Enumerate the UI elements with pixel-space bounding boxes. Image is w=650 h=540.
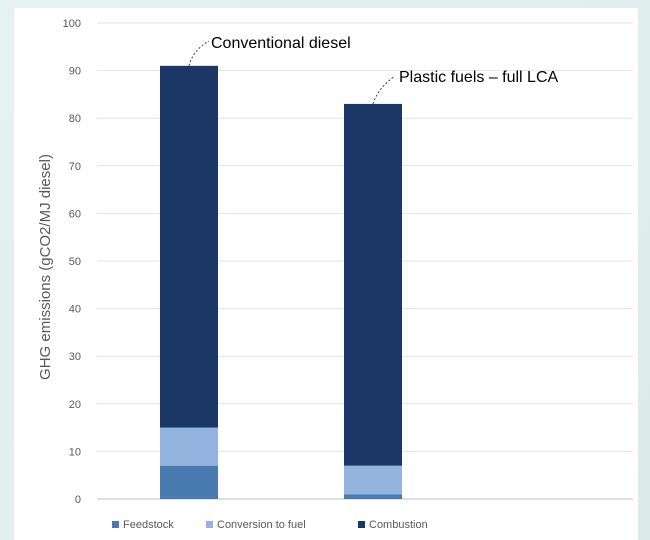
y-tick-label: 50 bbox=[69, 256, 81, 268]
legend-swatch bbox=[112, 521, 119, 528]
y-axis-ticks: 0 10 20 30 40 50 60 70 80 90 100 bbox=[63, 18, 81, 506]
annotations: Conventional diesel Plastic fuels – full … bbox=[188, 35, 559, 105]
bar-segment-conversion-to-fuel bbox=[160, 427, 218, 466]
y-tick-label: 80 bbox=[69, 113, 81, 125]
annotation-label: Conventional diesel bbox=[211, 35, 351, 52]
y-tick-label: 90 bbox=[69, 66, 81, 78]
y-tick-label: 40 bbox=[69, 304, 81, 316]
bar-segment-feedstock bbox=[160, 465, 218, 499]
bar-segment-conversion-to-fuel bbox=[344, 465, 402, 495]
y-tick-label: 100 bbox=[63, 18, 81, 30]
y-tick-label: 60 bbox=[69, 208, 81, 220]
y-tick-label: 0 bbox=[75, 494, 81, 506]
bar-segment-combustion bbox=[160, 65, 218, 428]
legend-entry: Feedstock bbox=[123, 519, 174, 531]
bar-segment-feedstock bbox=[344, 494, 402, 499]
annotation-leader-line bbox=[372, 75, 396, 105]
annotation-label: Plastic fuels – full LCA bbox=[399, 69, 559, 86]
annotation-leader-line bbox=[188, 40, 210, 66]
y-tick-label: 20 bbox=[69, 399, 81, 411]
legend-swatch bbox=[358, 521, 365, 528]
legend-swatch bbox=[206, 521, 213, 528]
y-tick-label: 30 bbox=[69, 351, 81, 363]
legend-entry: Conversion to fuel bbox=[217, 519, 306, 531]
bar-segment-combustion bbox=[344, 103, 402, 466]
bars bbox=[160, 65, 402, 499]
y-tick-label: 70 bbox=[69, 161, 81, 173]
y-axis-label: GHG emissions (gCO2/MJ diesel) bbox=[37, 154, 54, 380]
legend: Feedstock Conversion to fuel Combustion bbox=[112, 519, 428, 531]
legend-entry: Combustion bbox=[369, 519, 428, 531]
y-tick-label: 10 bbox=[69, 446, 81, 458]
